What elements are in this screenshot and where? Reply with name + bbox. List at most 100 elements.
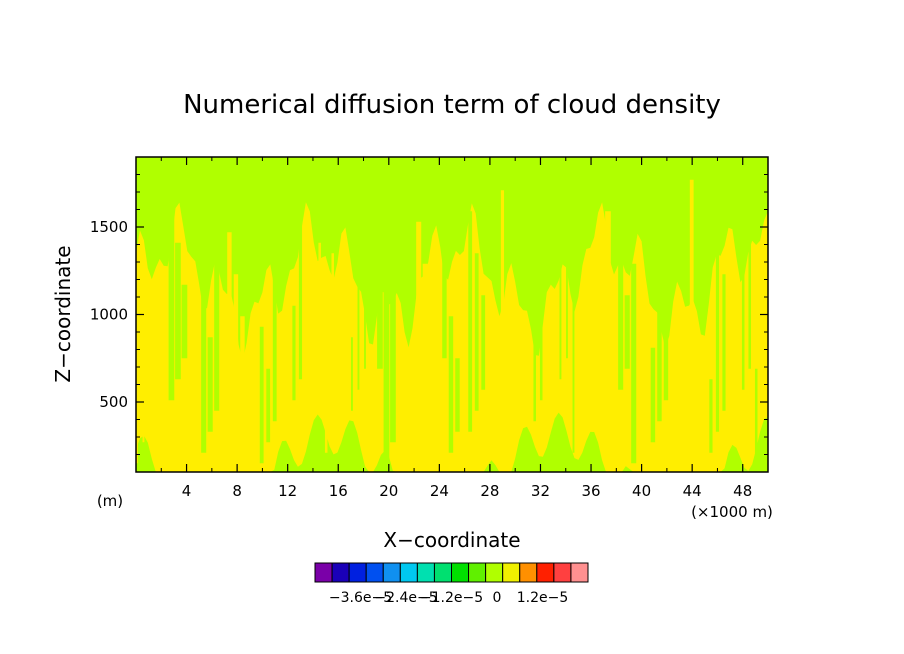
y-axis-label: Z−coordinate xyxy=(51,245,75,382)
colorbar-swatch xyxy=(348,562,367,583)
field-streak xyxy=(533,284,536,422)
colorbar-swatch xyxy=(451,562,470,583)
x-tick-label: 20 xyxy=(379,482,398,500)
colorbar-swatch xyxy=(553,562,572,583)
field-streak xyxy=(442,158,447,359)
field-streak xyxy=(298,158,303,380)
field-streak xyxy=(500,190,505,369)
field-streak xyxy=(383,242,390,464)
field-streak xyxy=(722,274,726,411)
chart-title: Numerical diffusion term of cloud densit… xyxy=(183,90,721,120)
field-streak xyxy=(201,295,207,453)
field-streak xyxy=(416,221,422,401)
colorbar-swatch xyxy=(433,562,452,583)
field-streak xyxy=(683,326,688,380)
field-streak xyxy=(318,242,321,359)
colorbar-swatch xyxy=(314,562,333,583)
field-streak xyxy=(259,326,264,464)
field-streak xyxy=(709,379,713,453)
x-tick-label: 28 xyxy=(480,482,499,500)
field-streak xyxy=(149,305,151,422)
field-streak xyxy=(572,232,575,453)
field-band-upper xyxy=(136,157,768,362)
field-streak xyxy=(754,368,758,464)
x-tick-label: 12 xyxy=(278,482,297,500)
colorbar-swatch xyxy=(502,562,521,583)
plot-area xyxy=(136,157,768,472)
colorbar-tick-label: 1.2e−5 xyxy=(517,590,569,606)
field-streak xyxy=(631,263,637,464)
x-tick-label: 36 xyxy=(581,482,600,500)
colorbar-swatch xyxy=(331,562,350,583)
colorbar: −3.6e−5−2.4e−5−1.2e−5 0 1.2e−5 xyxy=(314,562,589,606)
field-streak xyxy=(351,337,353,411)
field-streak xyxy=(377,274,383,369)
colorbar-swatch xyxy=(382,562,401,583)
field-streak xyxy=(227,232,232,411)
x-tick-label: 24 xyxy=(430,482,449,500)
colorbar-swatch xyxy=(570,562,589,583)
field-streak xyxy=(598,358,605,411)
field-streak xyxy=(266,368,271,443)
field-streak xyxy=(390,284,396,443)
colorbar-swatch xyxy=(519,562,538,583)
field-streak xyxy=(507,347,511,464)
field-streak xyxy=(481,295,486,390)
colorbar-tick-label: 0 xyxy=(493,590,502,606)
field-streak xyxy=(233,274,239,390)
x-tick-label: 4 xyxy=(182,482,192,500)
field-layer xyxy=(136,157,768,472)
field-streak xyxy=(240,316,245,369)
field-streak xyxy=(331,253,334,432)
field-streak xyxy=(657,200,662,422)
field-streak xyxy=(168,200,175,401)
field-streak xyxy=(448,316,454,453)
colorbar-swatch xyxy=(536,562,555,583)
field-streak xyxy=(207,337,213,432)
x-tick-label: 40 xyxy=(632,482,651,500)
field-streak xyxy=(605,211,611,390)
x-tick-label: 8 xyxy=(232,482,242,500)
field-streak xyxy=(272,221,277,422)
colorbar-swatch xyxy=(365,562,384,583)
field-streak xyxy=(175,242,181,380)
y-tick-label: 1500 xyxy=(90,218,128,236)
field-streak xyxy=(663,242,669,401)
x-tick-label: 16 xyxy=(329,482,348,500)
field-streak xyxy=(324,400,328,453)
colorbar-swatch xyxy=(468,562,487,583)
field-streak xyxy=(422,263,428,380)
field-streak xyxy=(292,305,296,401)
y-tick-label: 1000 xyxy=(90,306,128,324)
field-streak xyxy=(468,211,473,432)
field-streak xyxy=(566,263,568,359)
x-tick-label: 48 xyxy=(733,482,752,500)
x-tick-label: 44 xyxy=(683,482,702,500)
field-streak xyxy=(539,326,543,401)
field-streak xyxy=(624,295,630,369)
colorbar-swatch xyxy=(399,562,418,583)
field-streak xyxy=(142,263,145,443)
field-streak xyxy=(181,284,188,359)
y-tick-label: 500 xyxy=(99,393,128,411)
colorbar-swatch xyxy=(416,562,435,583)
x-unit-label: (×1000 m) xyxy=(691,503,773,521)
field-streak xyxy=(741,169,745,390)
field-streak xyxy=(650,347,656,443)
field-streak xyxy=(409,368,415,422)
colorbar-tick-label: −3.6e−5 xyxy=(329,590,392,606)
field-streak xyxy=(357,190,360,390)
y-unit-label: (m) xyxy=(97,492,123,510)
colorbar-tick-label: −1.2e−5 xyxy=(420,590,483,606)
field-streak xyxy=(689,179,694,359)
field-streak xyxy=(618,253,624,390)
x-tick-label: 32 xyxy=(531,482,550,500)
field-streak xyxy=(474,253,479,411)
field-streak xyxy=(592,316,598,432)
field-streak xyxy=(214,190,220,411)
field-streak xyxy=(364,232,366,369)
field-streak xyxy=(748,211,751,369)
colorbar-tick-label: −2.4e−5 xyxy=(374,590,437,606)
field-streak xyxy=(455,358,460,432)
